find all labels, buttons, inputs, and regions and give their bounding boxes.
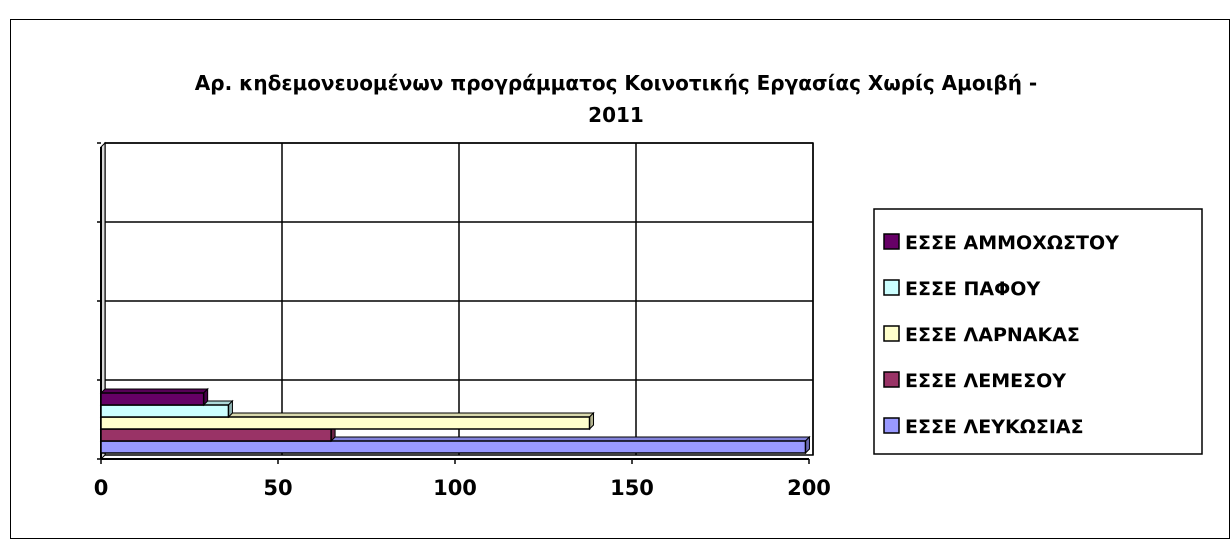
- legend-entry: ΕΣΣΕ ΑΜΜΟΧΩΣΤΟΥ: [883, 232, 1119, 254]
- chart-title-line-1: Αρ. κηδεμονευομένων προγράμματος Κοινοτι…: [195, 71, 1037, 95]
- bar-front-face: [100, 404, 230, 418]
- x-tick-label: 50: [263, 476, 292, 500]
- legend: ΕΣΣΕ ΑΜΜΟΧΩΣΤΟΥ ΕΣΣΕ ΠΑΦΟΥ ΕΣΣΕ ΛΑΡΝΑΚΑΣ ΕΣ…: [873, 208, 1203, 455]
- legend-label: ΕΣΣΕ ΠΑΦΟΥ: [905, 278, 1040, 300]
- bars: [99, 387, 811, 455]
- legend-label: ΕΣΣΕ ΛΕΥΚΩΣΙΑΣ: [905, 416, 1084, 438]
- x-tick-label: 0: [94, 476, 109, 500]
- x-tick-label: 150: [610, 476, 654, 500]
- legend-swatch: [883, 279, 900, 296]
- x-tick-label: 100: [433, 476, 477, 500]
- legend-swatch: [883, 417, 900, 434]
- bar-front-face: [100, 416, 591, 430]
- chart-title-line-2: 2011: [588, 103, 644, 127]
- legend-label: ΕΣΣΕ ΛΑΡΝΑΚΑΣ: [905, 324, 1080, 346]
- legend-swatch: [883, 371, 900, 388]
- bar-εσσε-αμμοχωστου: [99, 387, 209, 407]
- bar-front-face: [100, 428, 332, 442]
- legend-label: ΕΣΣΕ ΛΕΜΕΣΟΥ: [905, 370, 1066, 392]
- x-axis-ticks: 0 50 100 150 200: [94, 459, 831, 500]
- legend-swatch: [883, 325, 900, 342]
- chart-title: Αρ. κηδεμονευομένων προγράμματος Κοινοτι…: [195, 71, 1037, 127]
- legend-swatch: [883, 233, 900, 250]
- legend-box: [873, 208, 1203, 455]
- legend-entry: ΕΣΣΕ ΠΑΦΟΥ: [883, 278, 1040, 300]
- x-tick-label: 200: [787, 476, 831, 500]
- bar-front-face: [100, 392, 205, 406]
- chart-frame: [10, 19, 1230, 539]
- legend-label: ΕΣΣΕ ΑΜΜΟΧΩΣΤΟΥ: [905, 232, 1119, 254]
- legend-entry: ΕΣΣΕ ΛΑΡΝΑΚΑΣ: [883, 324, 1080, 346]
- bar-front-face: [100, 440, 807, 454]
- legend-entry: ΕΣΣΕ ΛΕΥΚΩΣΙΑΣ: [883, 416, 1084, 438]
- legend-entry: ΕΣΣΕ ΛΕΜΕΣΟΥ: [883, 370, 1066, 392]
